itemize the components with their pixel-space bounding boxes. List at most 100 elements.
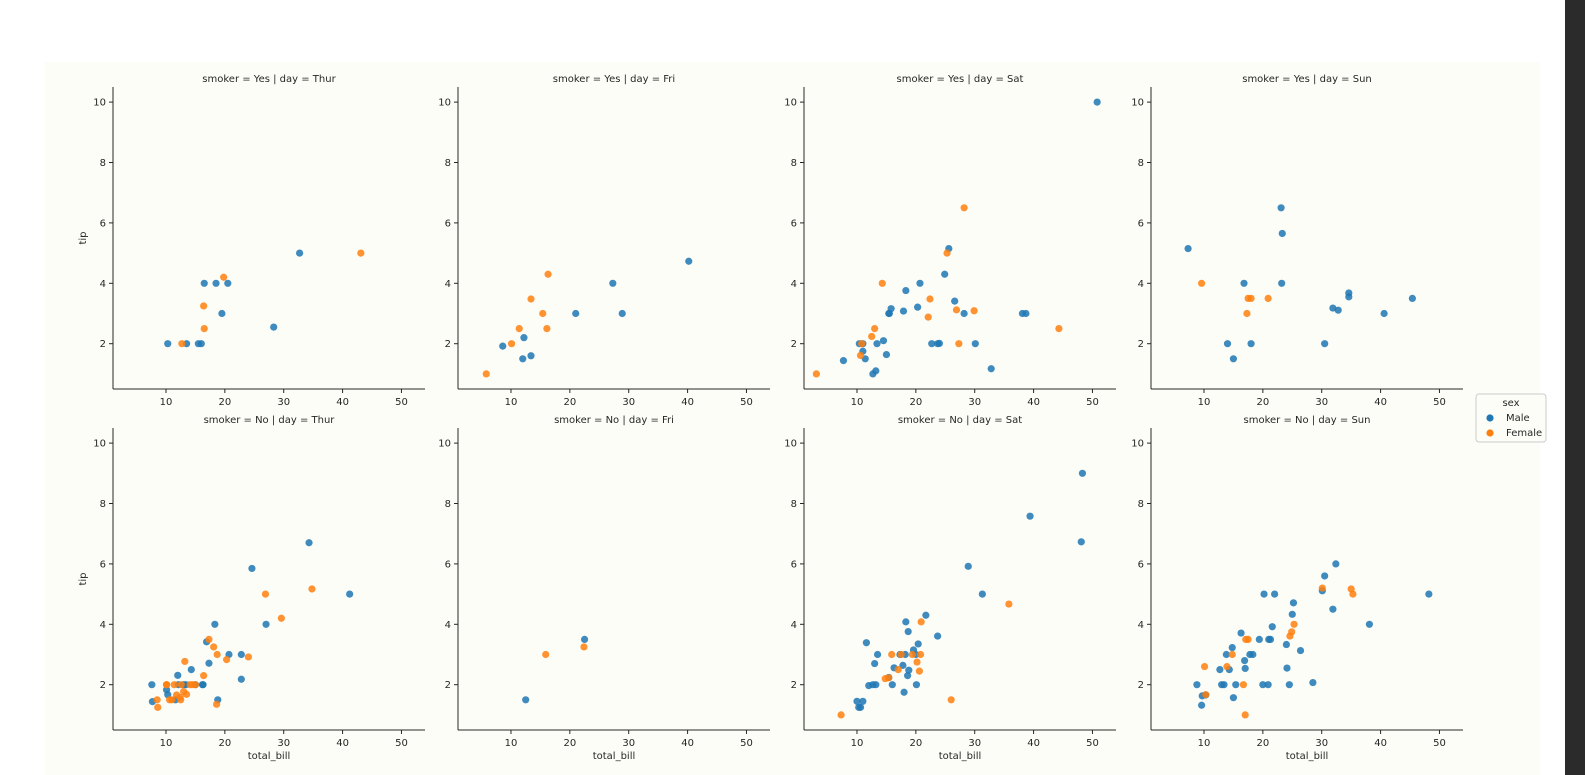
- y-tick-label: 8: [445, 499, 451, 510]
- facet-panel: smoker = No | day = Thur 2 4 6 8 10 10 20 30 40 50…: [78, 415, 425, 762]
- data-point-male: [935, 339, 943, 347]
- data-point-male: [1259, 681, 1267, 689]
- y-tick-label: 2: [791, 680, 797, 691]
- x-tick-label: 10: [505, 738, 518, 749]
- data-point-male: [164, 340, 172, 348]
- x-tick-label: 50: [395, 397, 408, 408]
- data-point-female: [856, 351, 865, 360]
- data-point-female: [897, 650, 905, 659]
- data-point-female: [308, 585, 316, 593]
- y-tick-label: 8: [1138, 158, 1144, 169]
- data-point-male: [248, 564, 256, 573]
- data-point-female: [527, 295, 535, 303]
- data-point-male: [1241, 664, 1249, 672]
- data-point-male: [1026, 512, 1034, 520]
- y-tick-label: 2: [1138, 680, 1144, 691]
- x-tick-label: 40: [1374, 738, 1387, 749]
- y-tick-label: 6: [100, 218, 106, 229]
- data-point-female: [177, 681, 185, 689]
- data-point-female: [952, 306, 961, 314]
- data-point-male: [1271, 590, 1279, 598]
- data-point-male: [914, 640, 922, 648]
- data-point-male: [839, 357, 848, 365]
- data-point-male: [862, 639, 871, 647]
- data-point-female: [916, 650, 925, 659]
- data-point-female: [210, 643, 218, 651]
- data-point-male: [1296, 646, 1305, 655]
- data-point-male: [296, 249, 304, 257]
- y-tick-label: 2: [445, 339, 451, 350]
- data-point-female: [1198, 279, 1206, 287]
- data-point-female: [153, 696, 161, 704]
- y-tick-label: 2: [1138, 339, 1144, 350]
- legend-frame: [1475, 393, 1547, 443]
- panel-title: smoker = Yes | day = Sat: [897, 74, 1024, 85]
- x-tick-label: 40: [336, 397, 349, 408]
- data-point-female: [261, 590, 270, 598]
- panel-title: smoker = No | day = Thur: [204, 415, 336, 426]
- data-point-male: [1077, 538, 1085, 546]
- data-point-male: [912, 681, 921, 689]
- data-point-male: [1332, 560, 1340, 568]
- y-tick-label: 4: [100, 279, 106, 290]
- y-tick-label: 4: [791, 279, 797, 290]
- data-point-female: [943, 249, 951, 257]
- data-point-male: [872, 681, 880, 689]
- y-tick-label: 4: [791, 620, 797, 631]
- data-point-male: [1334, 306, 1342, 314]
- data-point-male: [1249, 650, 1257, 659]
- x-tick-label: 30: [1315, 738, 1328, 749]
- data-point-male: [873, 340, 881, 348]
- data-point-female: [1318, 584, 1326, 592]
- data-point-female: [277, 614, 285, 622]
- x-tick-label: 50: [740, 397, 753, 408]
- data-point-male: [211, 620, 219, 628]
- data-point-female: [888, 650, 896, 659]
- data-point-male: [174, 671, 182, 679]
- data-point-female: [812, 370, 820, 378]
- data-point-male: [853, 697, 861, 705]
- y-tick-label: 8: [445, 158, 451, 169]
- data-point-male: [1078, 469, 1087, 477]
- x-tick-label: 10: [160, 397, 173, 408]
- data-point-female: [515, 325, 523, 333]
- x-tick-label: 10: [1198, 738, 1211, 749]
- panel-title: smoker = Yes | day = Thur: [202, 74, 336, 85]
- data-point-male: [904, 627, 912, 636]
- x-tick-label: 10: [505, 397, 518, 408]
- x-tick-label: 40: [1374, 397, 1387, 408]
- y-tick-label: 10: [438, 439, 451, 450]
- data-point-male: [580, 635, 589, 644]
- data-point-male: [882, 350, 891, 359]
- panel-title: smoker = No | day = Sun: [1244, 415, 1371, 426]
- y-tick-label: 2: [791, 339, 797, 350]
- x-tick-label: 20: [909, 738, 922, 749]
- data-point-male: [1237, 629, 1245, 637]
- legend: sex Male Female: [1475, 393, 1547, 443]
- data-point-male: [934, 632, 942, 640]
- data-point-male: [262, 620, 270, 628]
- data-point-male: [1198, 701, 1206, 709]
- window-scrollbar[interactable]: [1565, 0, 1585, 775]
- x-tick-label: 10: [851, 738, 864, 749]
- data-point-male: [1022, 309, 1030, 318]
- y-tick-label: 10: [784, 98, 797, 109]
- data-point-male: [212, 279, 220, 287]
- data-point-female: [162, 681, 171, 689]
- data-point-male: [1216, 666, 1224, 674]
- data-point-male: [199, 681, 207, 689]
- data-point-male: [1345, 289, 1353, 297]
- data-point-male: [1247, 340, 1255, 348]
- data-point-male: [1288, 610, 1296, 618]
- x-axis-label: total_bill: [939, 751, 982, 762]
- data-point-male: [916, 279, 924, 287]
- x-tick-label: 30: [968, 738, 981, 749]
- data-point-male: [1285, 681, 1293, 689]
- data-point-male: [978, 590, 986, 598]
- data-point-female: [177, 696, 185, 704]
- data-point-male: [873, 650, 882, 659]
- data-point-female: [1228, 650, 1236, 659]
- x-tick-label: 50: [395, 738, 408, 749]
- data-point-female: [885, 674, 893, 682]
- data-point-female: [955, 340, 963, 348]
